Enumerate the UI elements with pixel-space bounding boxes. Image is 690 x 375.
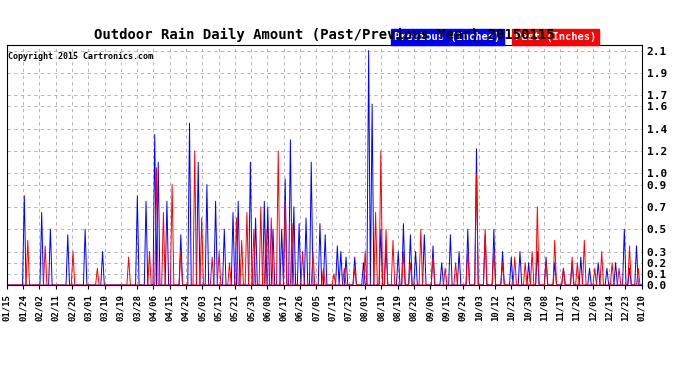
Previous (Inches) [3, 283, 11, 287]
Previous (Inches) [346, 283, 354, 287]
Past (Inches) [110, 283, 119, 287]
Previous (Inches) [133, 194, 141, 198]
Past (Inches) [3, 283, 11, 287]
Previous (Inches) [440, 283, 448, 287]
Past (Inches) [440, 283, 448, 287]
Text: Copyright 2015 Cartronics.com: Copyright 2015 Cartronics.com [8, 52, 153, 61]
Past (Inches) [66, 283, 74, 287]
Previous (Inches) [364, 48, 373, 53]
Past (Inches) [133, 283, 141, 287]
Previous (Inches) [474, 283, 482, 287]
Past (Inches) [347, 283, 355, 287]
Line: Previous (Inches): Previous (Inches) [7, 51, 642, 285]
Line: Past (Inches): Past (Inches) [7, 151, 642, 285]
Previous (Inches) [66, 283, 74, 287]
Past (Inches) [190, 149, 199, 153]
Previous (Inches) [110, 283, 119, 287]
Text: Previous (Inches): Previous (Inches) [394, 32, 500, 42]
Previous (Inches) [638, 283, 646, 287]
Past (Inches) [638, 283, 646, 287]
Text: Past (Inches): Past (Inches) [515, 32, 596, 42]
Past (Inches) [474, 283, 482, 287]
Title: Outdoor Rain Daily Amount (Past/Previous Year) 20150115: Outdoor Rain Daily Amount (Past/Previous… [94, 28, 555, 42]
